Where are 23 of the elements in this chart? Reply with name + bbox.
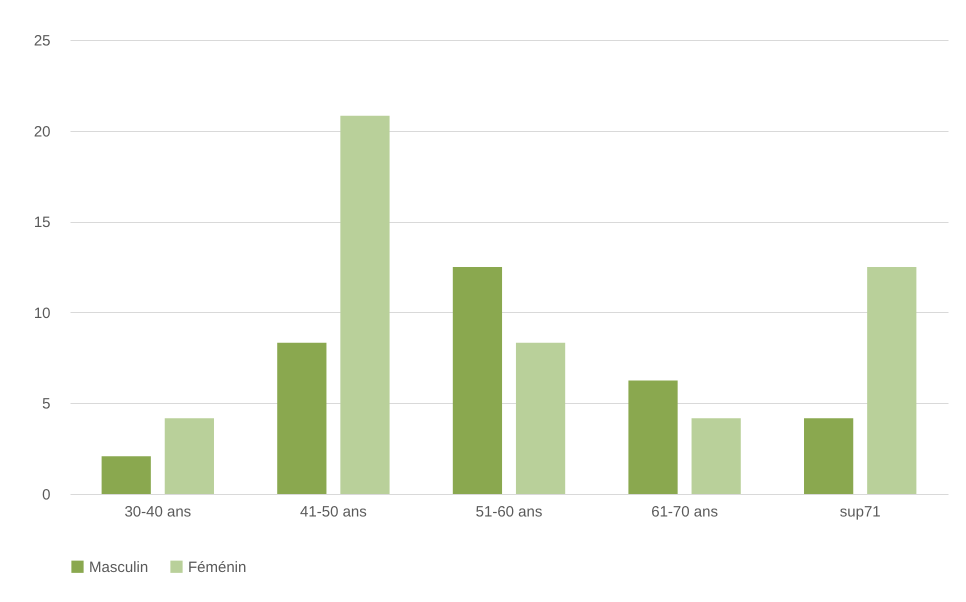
y-tick-label: 25 bbox=[34, 32, 50, 50]
bar bbox=[692, 418, 741, 494]
bar bbox=[867, 267, 916, 494]
bar bbox=[452, 267, 502, 494]
x-tick-label: sup71 bbox=[840, 504, 881, 520]
bar bbox=[340, 116, 390, 494]
y-tick-label: 0 bbox=[42, 486, 50, 504]
bar bbox=[102, 456, 151, 494]
legend-label: Masculin bbox=[89, 558, 148, 576]
bar bbox=[628, 380, 678, 494]
bar bbox=[277, 342, 326, 494]
x-tick-label: 41-50 ans bbox=[300, 504, 367, 520]
y-tick-label: 10 bbox=[34, 304, 50, 322]
y-tick-label: 20 bbox=[34, 123, 50, 140]
x-tick-label: 30-40 ans bbox=[124, 504, 192, 520]
bar bbox=[516, 342, 566, 494]
bar bbox=[804, 418, 854, 494]
x-tick-label: 61-70 ans bbox=[651, 504, 718, 520]
y-tick-label: 15 bbox=[34, 214, 50, 232]
bar bbox=[164, 418, 214, 494]
y-tick-label: 5 bbox=[42, 396, 50, 413]
x-tick-label: 51-60 ans bbox=[476, 504, 542, 520]
legend-label: Féménin bbox=[188, 558, 246, 576]
